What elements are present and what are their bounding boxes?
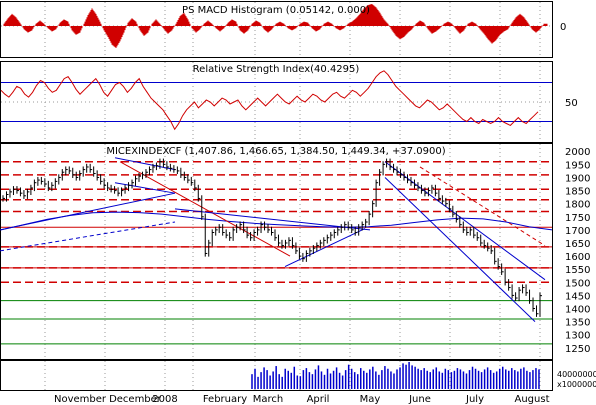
rsi-plot — [0, 70, 552, 131]
macd-histogram — [1, 4, 552, 48]
trend-line — [174, 208, 371, 231]
rsi-title: Relative Strength Index(40.4295) — [193, 64, 360, 75]
trend-line — [0, 192, 176, 231]
trend-line — [119, 161, 291, 257]
rsi-line — [0, 70, 539, 131]
price-tick-label: 1950 — [565, 160, 590, 171]
rsi-panel-frame — [0, 61, 553, 143]
x-axis-label: April — [307, 394, 330, 405]
price-tick-label: 1800 — [565, 200, 590, 211]
volume-plot — [251, 362, 540, 389]
price-tick-label: 1700 — [565, 226, 590, 237]
price-tick-label: 1350 — [565, 318, 590, 329]
price-title: MICEXINDEXCF (1,407.86, 1,466.65, 1,384.… — [106, 146, 445, 157]
price-tick-label: 1900 — [565, 173, 590, 184]
trend-line — [419, 166, 546, 247]
price-plot — [0, 157, 553, 345]
price-tick-label: 1750 — [565, 213, 590, 224]
x-axis-label: March — [253, 394, 283, 405]
price-tick-label: 1300 — [565, 331, 590, 342]
trend-line — [384, 161, 546, 281]
x-axis-label: February — [203, 394, 247, 405]
rsi-tick-label: 50 — [565, 98, 578, 109]
trend-line — [114, 157, 176, 171]
x-axis-label: August — [515, 394, 550, 405]
macd-title: PS MACD Histogram (0.05142, 0.000) — [182, 5, 370, 16]
x-axis-label: July — [465, 394, 484, 405]
price-tick-label: 1550 — [565, 265, 590, 276]
x-axis-label: June — [408, 394, 431, 405]
price-tick-label: 1850 — [565, 187, 590, 198]
trend-line — [284, 228, 366, 268]
macd-tick-label: 0 — [560, 22, 566, 33]
volume-unit-label: x1000000 — [557, 380, 596, 389]
price-tick-label: 1250 — [565, 344, 590, 355]
x-axis-label: December — [109, 394, 162, 405]
x-axis-label: May — [360, 394, 381, 405]
x-axis-label: 2008 — [152, 394, 177, 405]
price-tick-label: 1450 — [565, 291, 590, 302]
trend-line — [0, 221, 176, 252]
axis-labels: 0 50 2000 1950 1900 1850 1800 1750 1700 1650 1600 1… — [54, 22, 596, 405]
x-axis-label: November — [54, 394, 107, 405]
price-tick-label: 1400 — [565, 305, 590, 316]
price-tick-label: 1600 — [565, 252, 590, 263]
volume-tick-label: 40000000 — [557, 370, 596, 379]
trend-line — [114, 182, 176, 194]
price-tick-label: 1500 — [565, 278, 590, 289]
price-tick-label: 1650 — [565, 239, 590, 250]
price-panel-frame — [0, 143, 553, 360]
trend-line — [384, 177, 536, 322]
price-tick-label: 2000 — [565, 147, 590, 158]
